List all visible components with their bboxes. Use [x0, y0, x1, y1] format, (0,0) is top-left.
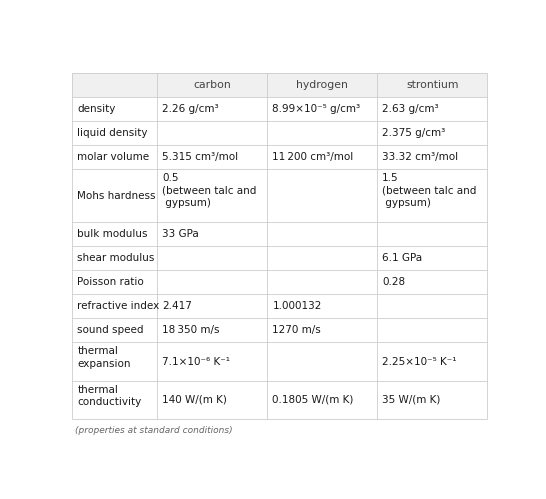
Text: 2.25×10⁻⁵ K⁻¹: 2.25×10⁻⁵ K⁻¹ — [382, 356, 457, 366]
Text: 1.000132: 1.000132 — [272, 301, 322, 311]
Text: 2.63 g/cm³: 2.63 g/cm³ — [382, 104, 439, 114]
Text: 33 GPa: 33 GPa — [163, 229, 199, 239]
Text: 18 350 m/s: 18 350 m/s — [163, 325, 220, 335]
Text: (properties at standard conditions): (properties at standard conditions) — [75, 426, 232, 435]
Text: bulk modulus: bulk modulus — [78, 229, 148, 239]
Text: 2.417: 2.417 — [163, 301, 192, 311]
Text: 0.28: 0.28 — [382, 277, 405, 287]
Text: 35 W/(m K): 35 W/(m K) — [382, 395, 441, 405]
Text: hydrogen: hydrogen — [296, 80, 348, 90]
Text: 1.5
(between talc and
 gypsum): 1.5 (between talc and gypsum) — [382, 173, 477, 208]
Text: 2.26 g/cm³: 2.26 g/cm³ — [163, 104, 219, 114]
Text: 140 W/(m K): 140 W/(m K) — [163, 395, 227, 405]
Text: refractive index: refractive index — [78, 301, 160, 311]
Text: 0.5
(between talc and
 gypsum): 0.5 (between talc and gypsum) — [163, 173, 257, 208]
Text: 5.315 cm³/mol: 5.315 cm³/mol — [163, 152, 239, 162]
Text: 8.99×10⁻⁵ g/cm³: 8.99×10⁻⁵ g/cm³ — [272, 104, 360, 114]
Text: 1270 m/s: 1270 m/s — [272, 325, 321, 335]
Text: density: density — [78, 104, 116, 114]
Text: 33.32 cm³/mol: 33.32 cm³/mol — [382, 152, 459, 162]
Text: Poisson ratio: Poisson ratio — [78, 277, 144, 287]
Text: 6.1 GPa: 6.1 GPa — [382, 253, 423, 263]
Text: 2.375 g/cm³: 2.375 g/cm³ — [382, 128, 446, 138]
Text: liquid density: liquid density — [78, 128, 148, 138]
Text: shear modulus: shear modulus — [78, 253, 155, 263]
Text: thermal
conductivity: thermal conductivity — [78, 385, 142, 407]
Text: molar volume: molar volume — [78, 152, 150, 162]
Text: 0.1805 W/(m K): 0.1805 W/(m K) — [272, 395, 354, 405]
Text: thermal
expansion: thermal expansion — [78, 346, 131, 369]
Text: strontium: strontium — [406, 80, 459, 90]
Text: sound speed: sound speed — [78, 325, 144, 335]
Text: Mohs hardness: Mohs hardness — [78, 191, 156, 201]
Text: 7.1×10⁻⁶ K⁻¹: 7.1×10⁻⁶ K⁻¹ — [163, 356, 230, 366]
Text: carbon: carbon — [194, 80, 232, 90]
Bar — [73, 73, 487, 97]
Text: 11 200 cm³/mol: 11 200 cm³/mol — [272, 152, 354, 162]
